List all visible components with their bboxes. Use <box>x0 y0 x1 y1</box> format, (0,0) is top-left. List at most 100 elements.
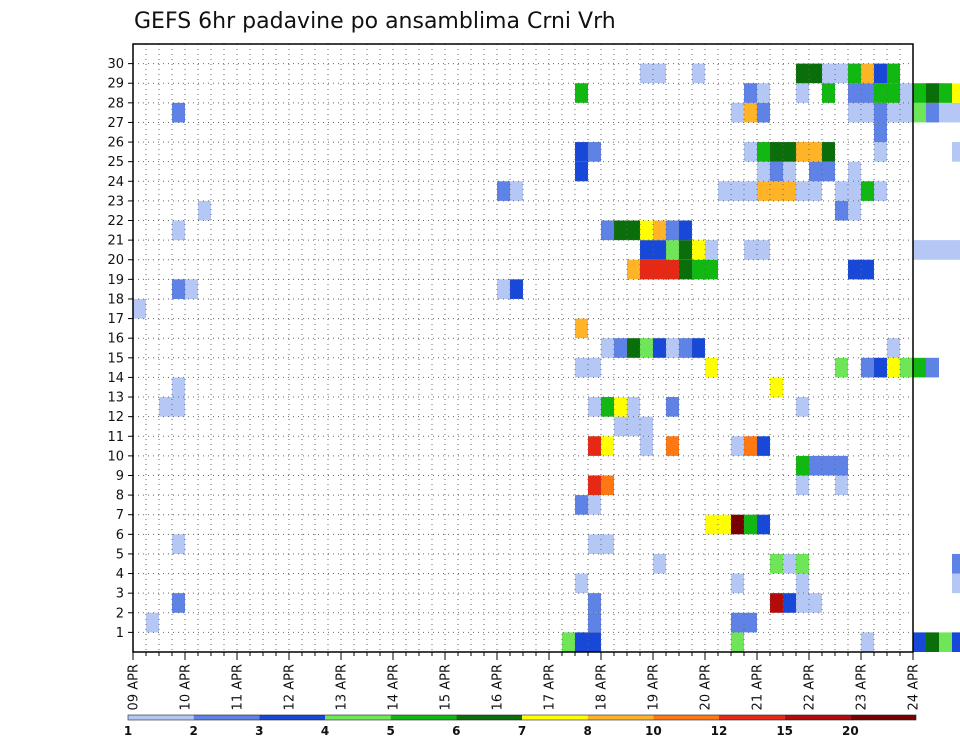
legend-label: 2 <box>189 724 197 738</box>
heatmap-cell <box>588 593 601 613</box>
heatmap-cell <box>952 240 960 260</box>
legend-label: 6 <box>452 724 460 738</box>
y-tick-label: 8 <box>116 489 124 504</box>
heatmap-cell <box>575 632 588 652</box>
heatmap-cell <box>926 240 939 260</box>
heatmap-cell <box>588 357 601 378</box>
legend-label: 3 <box>255 724 263 738</box>
heatmap-cell <box>874 102 887 123</box>
heatmap-cell <box>913 240 926 260</box>
heatmap-cell <box>653 63 666 84</box>
x-tick-label: 10 APR <box>179 664 194 710</box>
heatmap-cell <box>913 357 926 378</box>
heatmap-cell <box>874 122 887 143</box>
heatmap-cell <box>822 83 835 103</box>
y-tick-label: 18 <box>107 292 124 307</box>
x-tick-label: 22 APR <box>803 664 818 710</box>
heatmap-cell <box>601 338 614 358</box>
x-tick-label: 19 APR <box>647 664 662 710</box>
heatmap-cell <box>874 83 887 103</box>
legend-swatch <box>850 715 916 720</box>
heatmap-cell <box>809 593 822 613</box>
legend-swatch <box>259 715 325 720</box>
heatmap-cell <box>861 83 874 103</box>
heatmap-cell <box>848 161 861 182</box>
axes-layer: 1234567891011121314151617181920212223242… <box>107 43 922 710</box>
heatmap-cell <box>614 397 627 417</box>
heatmap-cell <box>614 220 627 241</box>
heatmap-cell <box>796 553 809 574</box>
heatmap-cell <box>809 181 822 201</box>
heatmap-cell <box>692 338 705 358</box>
heatmap-cell <box>822 63 835 84</box>
heatmap-cell <box>744 142 757 162</box>
heatmap-cell <box>744 436 757 456</box>
heatmap-cell <box>783 553 796 574</box>
y-tick-label: 10 <box>107 449 124 464</box>
y-tick-label: 1 <box>116 626 124 641</box>
legend-swatch <box>390 715 457 720</box>
y-tick-label: 2 <box>116 606 124 621</box>
heatmap-cell <box>159 397 172 417</box>
heatmap-cell <box>588 495 601 515</box>
legend-label: 4 <box>321 724 329 738</box>
y-tick-label: 15 <box>107 351 124 366</box>
heatmap-cell <box>731 632 744 652</box>
heatmap-cell <box>770 161 783 182</box>
y-tick-label: 30 <box>107 57 124 72</box>
heatmap-cell <box>848 259 861 280</box>
heatmap-cell <box>744 83 757 103</box>
heatmap-cell <box>731 436 744 456</box>
heatmap-cell <box>588 142 601 162</box>
heatmap-cell <box>887 338 900 358</box>
x-tick-label: 09 APR <box>127 664 142 710</box>
heatmap-cell <box>692 63 705 84</box>
y-tick-label: 22 <box>107 214 124 229</box>
heatmap-cell <box>822 455 835 476</box>
heatmap-cell <box>640 259 653 280</box>
heatmap-cell <box>666 240 679 260</box>
y-tick-label: 14 <box>107 371 124 386</box>
legend-swatch <box>325 715 391 720</box>
legend-swatch <box>456 715 522 720</box>
y-tick-label: 24 <box>107 175 124 190</box>
heatmap-cell <box>172 377 185 398</box>
y-tick-label: 17 <box>107 312 124 327</box>
legend-label: 20 <box>842 724 859 738</box>
heatmap-cell <box>874 142 887 162</box>
heatmap-cell <box>770 553 783 574</box>
heatmap-cell <box>757 83 770 103</box>
heatmap-cell <box>666 436 679 456</box>
x-tick-label: 11 APR <box>231 664 246 710</box>
heatmap-cell <box>887 83 900 103</box>
heatmap-cell <box>835 357 848 378</box>
heatmap-cell <box>783 161 796 182</box>
heatmap-cell <box>705 357 718 378</box>
heatmap-cell <box>952 102 960 123</box>
heatmap-cell <box>796 397 809 417</box>
heatmap-cell <box>497 279 510 299</box>
x-tick-label: 20 APR <box>699 664 714 710</box>
heatmap-cell <box>835 181 848 201</box>
heatmap-cell <box>588 397 601 417</box>
heatmap-cell <box>614 338 627 358</box>
heatmap-cell <box>575 495 588 515</box>
y-tick-label: 4 <box>116 567 124 582</box>
heatmap-cell <box>939 632 952 652</box>
heatmap-cell <box>926 83 939 103</box>
heatmap-cell <box>952 632 960 652</box>
heatmap-cell <box>809 455 822 476</box>
heatmap-cell <box>952 553 960 574</box>
heatmap-cell <box>952 83 960 103</box>
heatmap-cell <box>796 573 809 594</box>
heatmap-cell <box>575 318 588 339</box>
heatmap-cell <box>835 475 848 496</box>
x-tick-label: 12 APR <box>283 664 298 710</box>
heatmap-cell <box>822 161 835 182</box>
heatmap-cell <box>731 573 744 594</box>
y-tick-label: 21 <box>107 234 124 249</box>
heatmap-cell <box>939 240 952 260</box>
heatmap-cell <box>133 298 146 319</box>
heatmap-cell <box>601 436 614 456</box>
